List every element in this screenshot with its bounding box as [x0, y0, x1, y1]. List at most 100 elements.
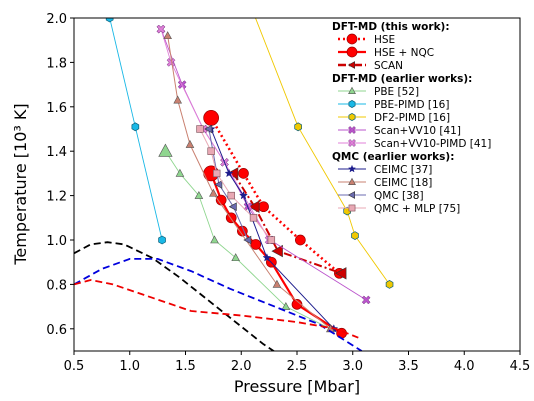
- legend-entry-qmc-38: QMC [38]: [338, 190, 424, 202]
- legend-label: HSE: [374, 34, 395, 46]
- y-tick-label: 0.8: [46, 278, 67, 293]
- x-tick-label: 2.0: [231, 359, 252, 374]
- data-point: [158, 235, 166, 245]
- legend-marker: [348, 99, 356, 109]
- data-point: [173, 95, 182, 104]
- legend-entry-pbe-pimd-16: PBE-PIMD [16]: [338, 99, 449, 111]
- data-point: [262, 253, 272, 262]
- legend-entry-scan-vv10-pimd-41: Scan+VV10-PIMD [41]: [338, 138, 491, 150]
- series-pbe-pimd-16-4: [105, 18, 166, 245]
- x-tick-label: 3.0: [342, 359, 363, 374]
- y-tick-label: 1.6: [46, 101, 67, 116]
- data-point: [294, 122, 302, 132]
- legend-label: Scan+VV10-PIMD [41]: [374, 138, 491, 150]
- series-df2-pimd-16-5: [255, 18, 394, 289]
- x-tick-label: 1.0: [119, 359, 140, 374]
- data-point: [243, 235, 252, 245]
- legend-entry-df2-pimd-16: DF2-PIMD [16]: [338, 112, 450, 124]
- legend-label: PBE-PIMD [16]: [374, 99, 449, 111]
- data-point: [204, 124, 213, 134]
- x-tick-label: 1.5: [175, 359, 196, 374]
- y-tick-label: 1.2: [46, 190, 67, 205]
- y-tick-label: 1.0: [46, 234, 67, 249]
- data-point: [238, 168, 249, 179]
- x-tick-label: 4.0: [454, 359, 475, 374]
- legend-marker: [348, 126, 356, 134]
- data-point: [227, 191, 235, 200]
- data-point: [175, 168, 185, 177]
- data-point: [385, 279, 394, 289]
- data-point: [361, 295, 371, 305]
- data-point: [105, 18, 114, 23]
- legend-marker: [348, 139, 356, 147]
- legend-label: DF2-PIMD [16]: [374, 112, 450, 124]
- legend-entry-hse: HSE: [338, 33, 395, 46]
- data-point: [209, 188, 218, 197]
- legend-group-title: DFT-MD (this work):: [332, 21, 450, 33]
- legend-label: CEIMC [18]: [374, 177, 432, 189]
- series-boundary-14: [74, 279, 359, 339]
- series-line-boundary: [74, 279, 359, 339]
- data-point: [210, 235, 219, 244]
- series-boundary-13: [74, 258, 363, 351]
- data-point: [203, 110, 219, 126]
- data-point: [272, 279, 282, 288]
- data-point: [239, 190, 248, 200]
- x-tick-label: 3.5: [398, 359, 419, 374]
- y-tick-label: 1.4: [46, 145, 67, 160]
- data-point: [166, 58, 176, 67]
- legend-marker: [347, 164, 357, 173]
- x-axis-title: Pressure [Mbar]: [234, 377, 360, 396]
- data-point: [351, 231, 359, 241]
- legend-marker: [347, 191, 356, 199]
- data-point: [156, 24, 166, 34]
- legend-entry-hse-nqc: HSE + NQC: [338, 46, 434, 59]
- data-point: [281, 301, 291, 310]
- legend-label: HSE + NQC: [374, 47, 434, 59]
- data-point: [291, 299, 303, 310]
- series-line-boundary: [74, 241, 276, 351]
- ticks-layer: 0.5 1.0 1.5 2.0 2.5 3.0 3.5 4.0 4.5 0.6 0.8 1.0 1.2 1…: [46, 12, 530, 374]
- x-tick-label: 2.5: [287, 359, 308, 374]
- data-point: [194, 190, 204, 199]
- legend-label: PBE [52]: [374, 86, 419, 98]
- y-tick-label: 1.8: [46, 56, 67, 71]
- legend-label: CEIMC [37]: [374, 164, 432, 176]
- legend-group-title: DFT-MD (earlier works):: [332, 73, 472, 85]
- data-point: [294, 234, 306, 246]
- data-point: [163, 31, 172, 40]
- data-point: [224, 168, 234, 178]
- y-tick-label: 0.6: [46, 323, 67, 338]
- x-tick-label: 0.5: [64, 359, 85, 374]
- series-qmc-mlp-75-11: [196, 125, 276, 244]
- y-axis-title: Temperature [10³ K]: [11, 103, 30, 265]
- legend-marker: [346, 33, 358, 45]
- data-point: [231, 253, 240, 262]
- legend-group-title: QMC (earlier works):: [332, 151, 454, 163]
- legend-marker: [348, 112, 356, 122]
- data-point: [213, 169, 221, 178]
- series-boundary-12: [74, 241, 276, 351]
- data-point: [250, 239, 262, 250]
- series-line-boundary: [74, 258, 363, 351]
- legend-entry-pbe-52: PBE [52]: [338, 86, 419, 98]
- data-point: [267, 236, 276, 244]
- series-layer: [74, 18, 394, 351]
- data-point: [271, 244, 283, 258]
- series-line-qmc-38: [208, 128, 249, 241]
- legend-label: QMC [38]: [374, 190, 424, 202]
- series-line-scan: [232, 172, 342, 275]
- x-tick-label: 4.5: [510, 359, 531, 374]
- legend-label: QMC + MLP [75]: [374, 203, 460, 215]
- series-scan-2: [226, 167, 347, 280]
- y-tick-label: 2.0: [46, 12, 67, 27]
- data-point: [248, 200, 260, 213]
- series-qmc-38-10: [204, 124, 252, 245]
- legend-entry-ceimc-18: CEIMC [18]: [338, 177, 432, 189]
- data-point: [249, 214, 258, 222]
- series-pbe-52-3: [158, 143, 335, 333]
- data-point: [131, 122, 140, 132]
- legend-label: SCAN: [374, 60, 403, 72]
- legend-marker: [348, 86, 356, 94]
